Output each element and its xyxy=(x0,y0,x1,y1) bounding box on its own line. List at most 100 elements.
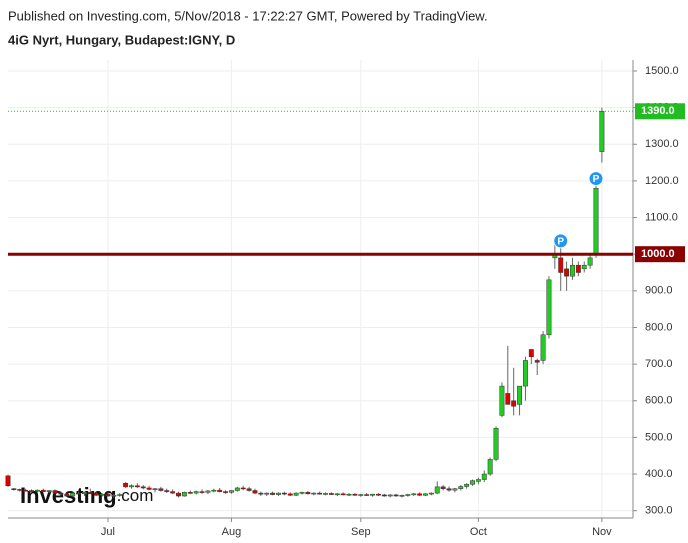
candle-body xyxy=(452,488,458,491)
candle-body xyxy=(340,493,346,496)
chart-subtitle: 4iG Nyrt, Hungary, Budapest:IGNY, D xyxy=(8,32,235,47)
candle-body xyxy=(287,493,293,496)
candle-body xyxy=(575,264,581,273)
candle-body xyxy=(228,490,234,493)
candle-body xyxy=(434,486,440,494)
candle-body xyxy=(252,490,258,494)
y-tick-label: 700.0 xyxy=(645,358,673,370)
x-tick-label: Jul xyxy=(101,526,115,538)
y-tick-label: 400.0 xyxy=(645,468,673,480)
candle-body xyxy=(328,493,334,495)
candle-body xyxy=(393,494,399,497)
candle-body xyxy=(352,493,358,496)
hline-label: 1000.0 xyxy=(641,248,675,260)
candle-body xyxy=(281,492,287,495)
candle-body xyxy=(417,493,423,496)
x-tick-label: Oct xyxy=(470,526,487,538)
candle-body xyxy=(564,268,570,277)
candle-body xyxy=(317,492,323,495)
candle-body xyxy=(70,492,76,497)
candle-body xyxy=(540,334,546,361)
candle-body xyxy=(205,490,211,493)
candle-body xyxy=(140,486,146,489)
candle-body xyxy=(387,494,393,497)
candle-body xyxy=(381,494,387,497)
candle-body xyxy=(76,492,82,495)
candle-body xyxy=(34,489,40,492)
candle-body xyxy=(29,490,34,492)
candle-body xyxy=(299,492,305,494)
candle-body xyxy=(346,493,352,496)
candle-body xyxy=(123,482,129,488)
marker xyxy=(588,171,604,187)
candle-body xyxy=(334,493,340,496)
candle-body xyxy=(517,385,523,405)
candle-body xyxy=(405,494,411,496)
candle-body xyxy=(493,427,499,460)
x-tick-label: Sep xyxy=(351,526,371,538)
candle-body xyxy=(187,492,193,494)
candle-body xyxy=(164,490,170,492)
candle-body xyxy=(23,489,29,492)
candle-body xyxy=(305,492,311,495)
candle-body xyxy=(223,491,229,493)
candle-body xyxy=(199,491,205,493)
candle-body xyxy=(511,400,517,407)
candle-body xyxy=(487,459,493,475)
candle-body xyxy=(152,488,158,490)
candle-body xyxy=(464,484,470,487)
candle-body xyxy=(364,494,370,496)
candle-body xyxy=(423,493,428,496)
candle-body xyxy=(311,492,317,495)
chart-title: Published on Investing.com, 5/Nov/2018 -… xyxy=(8,8,488,23)
x-tick-label: Aug xyxy=(222,526,242,538)
candle-body xyxy=(593,187,599,255)
candle-body xyxy=(570,264,575,277)
candle-body xyxy=(558,257,564,273)
hline-label-bg xyxy=(635,246,685,263)
candle-body xyxy=(158,488,164,491)
candle-body xyxy=(105,493,111,497)
candle-body xyxy=(358,494,364,496)
marker-label: P xyxy=(557,237,564,248)
y-tick-label: 1100.0 xyxy=(645,211,678,223)
candle-body xyxy=(117,494,123,496)
candle-body xyxy=(46,490,52,492)
candle-body xyxy=(52,490,58,494)
candle-body xyxy=(240,487,246,490)
candle-body xyxy=(176,492,181,497)
candle-body xyxy=(81,492,87,495)
candle-body xyxy=(587,257,593,266)
y-tick-label: 300.0 xyxy=(645,505,673,517)
y-tick-label: 1200.0 xyxy=(645,175,679,187)
candle-body xyxy=(217,489,223,492)
candle-body xyxy=(522,360,528,387)
candle-body xyxy=(293,492,299,496)
last-price-label-bg xyxy=(635,103,685,120)
candle-body xyxy=(270,492,276,495)
candle-body xyxy=(446,488,452,491)
y-tick-label: 600.0 xyxy=(645,395,673,407)
candle-body xyxy=(134,485,140,488)
candle-body xyxy=(111,495,117,497)
candle-body xyxy=(64,493,70,497)
marker-label: P xyxy=(593,174,600,185)
candle-body xyxy=(528,349,534,358)
candle-body xyxy=(170,491,176,494)
candle-body xyxy=(193,491,199,494)
candle-body xyxy=(581,264,587,270)
candle-body xyxy=(129,485,134,488)
candle-body xyxy=(99,493,105,496)
candle-body xyxy=(264,492,270,495)
candle-body xyxy=(428,492,434,495)
grid xyxy=(8,60,633,518)
candle-body xyxy=(276,492,281,495)
candle-body xyxy=(411,493,417,496)
candle-body xyxy=(40,489,46,492)
candle-body xyxy=(246,488,252,491)
candle-body xyxy=(93,493,99,496)
y-tick-label: 800.0 xyxy=(645,321,673,333)
candle-body xyxy=(481,473,487,480)
candle-body xyxy=(440,486,446,489)
